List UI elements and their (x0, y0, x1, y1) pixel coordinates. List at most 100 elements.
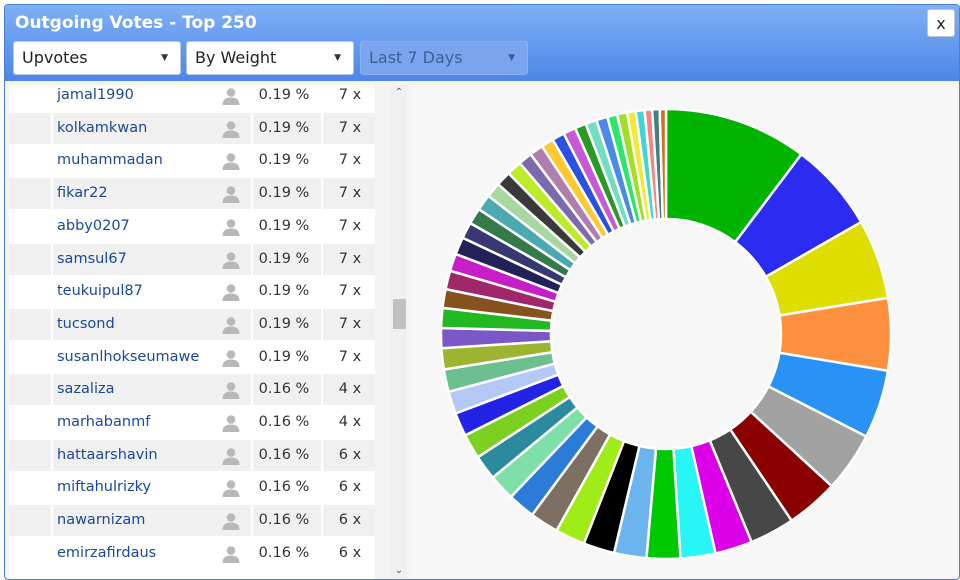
vote-count: 7 x (338, 152, 362, 169)
chevron-down-icon: ▼ (508, 53, 515, 63)
column-divider (51, 112, 53, 144)
rank-cell (9, 440, 51, 471)
vote-count: 6 x (338, 544, 362, 561)
voter-name[interactable]: abby0207 (57, 217, 130, 234)
voter-name[interactable]: sazaliza (57, 381, 115, 398)
table-row[interactable]: abby0207 0.19 % 7 x (9, 210, 375, 242)
votes-donut-chart (439, 107, 893, 561)
table-row[interactable]: muhammadan 0.19 % 7 x (9, 145, 375, 177)
chevron-down-icon: ▼ (161, 53, 168, 63)
scroll-thumb[interactable] (393, 299, 406, 329)
user-icon (221, 544, 241, 564)
vote-count: 7 x (338, 315, 362, 332)
column-divider (51, 407, 53, 438)
voter-name[interactable]: marhabanmf (57, 414, 151, 430)
vote-count: 7 x (338, 250, 362, 267)
voter-name[interactable]: samsul67 (57, 250, 127, 267)
vote-type-value: Upvotes (22, 48, 88, 67)
rank-cell (9, 309, 51, 340)
vote-count: 7 x (338, 185, 362, 202)
table-row[interactable]: hattaarshavin 0.16 % 6 x (9, 439, 375, 471)
column-divider (51, 145, 53, 177)
table-row[interactable]: susanlhokseumawe 0.19 % 7 x (9, 341, 375, 373)
column-divider (51, 439, 53, 471)
dialog-title: Outgoing Votes - Top 250 (15, 13, 257, 33)
rank-cell (9, 244, 51, 275)
user-icon (221, 478, 241, 498)
vote-percent: 0.16 % (258, 381, 310, 398)
table-row[interactable]: emirzafirdaus 0.16 % 6 x (9, 537, 375, 569)
table-row[interactable]: miftahulrizky 0.16 % 6 x (9, 472, 375, 504)
scroll-up-arrow-icon[interactable]: ⌃ (394, 87, 404, 98)
voter-name[interactable]: emirzafirdaus (57, 544, 157, 561)
column-divider (321, 374, 323, 406)
user-icon (221, 86, 241, 106)
vote-type-select[interactable]: Upvotes ▼ (13, 41, 181, 75)
vote-count: 6 x (338, 446, 362, 463)
table-row[interactable]: kolkamkwan 0.19 % 7 x (9, 112, 375, 144)
voter-name[interactable]: susanlhokseumawe (57, 348, 200, 365)
voter-name[interactable]: tucsond (57, 315, 115, 332)
close-button[interactable]: x (927, 9, 955, 37)
voter-name[interactable]: kolkamkwan (57, 119, 148, 136)
rank-cell (9, 85, 51, 111)
rank-cell (9, 538, 51, 569)
table-row[interactable]: samsul67 0.19 % 7 x (9, 243, 375, 275)
table-row[interactable]: sazaliza 0.16 % 4 x (9, 374, 375, 406)
rank-cell (9, 342, 51, 373)
column-divider (321, 505, 323, 537)
column-divider (321, 537, 323, 569)
chart-area (411, 85, 957, 579)
rank-cell (9, 472, 51, 503)
voter-name[interactable]: muhammadan (57, 152, 163, 169)
user-icon (221, 250, 241, 270)
table-row[interactable]: jamal1990 0.19 % 7 x (9, 85, 375, 111)
vote-percent: 0.19 % (258, 315, 310, 332)
rank-cell (9, 505, 51, 536)
column-divider (251, 210, 253, 242)
period-value: Last 7 Days (369, 48, 463, 67)
column-divider (321, 243, 323, 275)
rank-cell (9, 276, 51, 307)
column-divider (51, 308, 53, 340)
sort-select[interactable]: By Weight ▼ (186, 41, 354, 75)
voter-name[interactable]: jamal1990 (57, 87, 134, 103)
column-divider (321, 341, 323, 373)
table-row[interactable]: tucsond 0.19 % 7 x (9, 308, 375, 340)
list-scrollbar[interactable]: ⌃ ⌄ (391, 85, 407, 579)
column-divider (321, 178, 323, 210)
column-divider (251, 472, 253, 504)
column-divider (321, 308, 323, 340)
user-icon (221, 282, 241, 302)
vote-percent: 0.19 % (258, 217, 310, 234)
table-row[interactable]: teukuipul87 0.19 % 7 x (9, 276, 375, 308)
table-row[interactable]: marhabanmf 0.16 % 4 x (9, 407, 375, 438)
vote-percent: 0.19 % (258, 152, 310, 169)
vote-count: 7 x (338, 283, 362, 300)
column-divider (51, 276, 53, 308)
voter-name[interactable]: hattaarshavin (57, 446, 158, 463)
rank-cell (9, 178, 51, 209)
voter-name[interactable]: miftahulrizky (57, 479, 152, 496)
column-divider (321, 439, 323, 471)
column-divider (251, 537, 253, 569)
donut-slice-50[interactable] (658, 107, 668, 221)
table-row[interactable]: fikar22 0.19 % 7 x (9, 178, 375, 210)
table-row[interactable]: nawarnizam 0.16 % 6 x (9, 505, 375, 537)
column-divider (251, 341, 253, 373)
column-divider (251, 178, 253, 210)
voter-name[interactable]: teukuipul87 (57, 283, 143, 300)
vote-percent: 0.16 % (258, 414, 310, 430)
user-icon (221, 413, 241, 433)
user-icon (221, 151, 241, 171)
vote-count: 6 x (338, 512, 362, 529)
user-icon (221, 348, 241, 368)
column-divider (51, 537, 53, 569)
voter-name[interactable]: fikar22 (57, 185, 108, 202)
user-icon (221, 184, 241, 204)
voter-name[interactable]: nawarnizam (57, 512, 146, 529)
scroll-down-arrow-icon[interactable]: ⌄ (394, 565, 404, 576)
column-divider (251, 407, 253, 438)
vote-percent: 0.19 % (258, 119, 310, 136)
column-divider (321, 85, 323, 111)
